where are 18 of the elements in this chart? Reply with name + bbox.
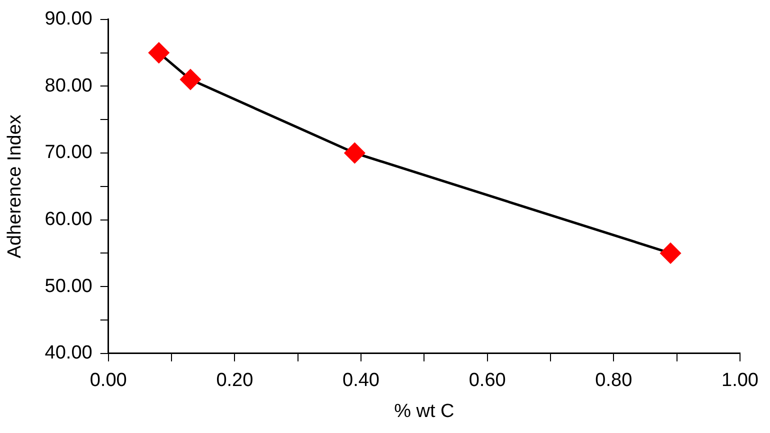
point bbox=[660, 242, 681, 264]
x-tick-label: 1.00 bbox=[722, 370, 758, 392]
y-tick-label: 80.00 bbox=[44, 75, 92, 96]
x-tick-label: 0.20 bbox=[216, 370, 254, 392]
y-tick-label: 40.00 bbox=[44, 342, 92, 364]
y-axis-title: Adherence Index bbox=[4, 114, 26, 258]
y-tick-label: 70.00 bbox=[44, 142, 92, 164]
y-tick-label: 50.00 bbox=[44, 276, 92, 297]
x-tick-label: 0.00 bbox=[90, 370, 127, 392]
point bbox=[344, 142, 365, 164]
x-axis-title: % wt C bbox=[394, 400, 454, 422]
x-tick-label: 0.40 bbox=[342, 370, 380, 392]
y-tick-label: 60.00 bbox=[44, 209, 92, 230]
point bbox=[148, 42, 170, 64]
x-tick-label: 0.80 bbox=[595, 370, 632, 392]
y-tick-label: 90.00 bbox=[44, 8, 92, 30]
x-tick-label: 0.60 bbox=[468, 370, 506, 392]
point bbox=[180, 69, 201, 90]
